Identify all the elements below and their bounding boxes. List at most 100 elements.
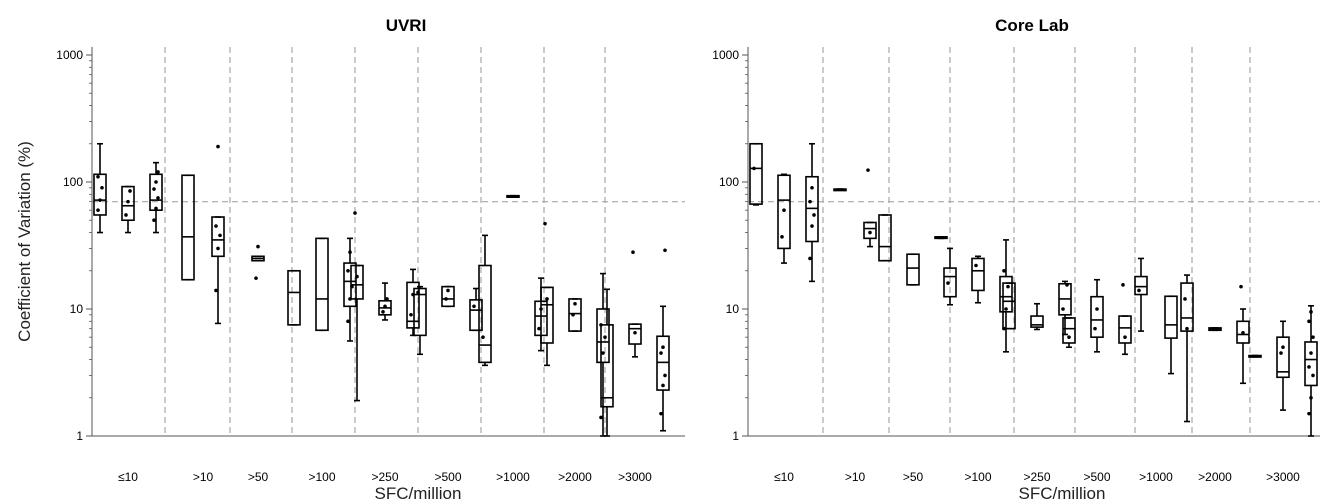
box-iqr [211, 216, 225, 258]
x-tick-label: >3000 [1266, 470, 1300, 484]
box [971, 255, 985, 304]
box-iqr [596, 308, 610, 364]
data-point [444, 297, 448, 301]
box [943, 247, 957, 306]
box-iqr [478, 264, 492, 364]
box-iqr [971, 257, 985, 292]
data-point [416, 290, 420, 295]
box [1304, 304, 1318, 437]
y-tick-label: 1000 [56, 48, 83, 62]
box-iqr [1030, 315, 1044, 328]
box-iqr [441, 285, 455, 308]
x-tick-label: ≤10 [118, 470, 138, 484]
data-point [810, 186, 814, 190]
box-iqr [149, 173, 163, 211]
data-point [1185, 326, 1189, 331]
box-iqr [1164, 295, 1178, 339]
data-point [214, 288, 218, 293]
box-iqr [350, 264, 364, 300]
y-tick-label: 1000 [712, 48, 739, 62]
box [441, 285, 455, 308]
x-tick-label: ≤10 [774, 470, 794, 484]
x-tick-label: >10 [193, 470, 214, 484]
box [1236, 284, 1250, 385]
box-iqr [121, 185, 135, 222]
box-iqr [906, 253, 920, 286]
data-point [545, 297, 549, 301]
x-axis-label: SFC/million [1019, 484, 1106, 503]
x-tick-label: >10 [845, 470, 866, 484]
box [600, 288, 614, 437]
box [934, 236, 948, 240]
data-point [218, 233, 222, 238]
data-point [1281, 345, 1285, 350]
box-iqr [749, 142, 763, 205]
data-point [1311, 373, 1315, 378]
data-point [472, 304, 476, 309]
data-point [128, 189, 132, 193]
box [1164, 295, 1178, 375]
y-tick-label: 10 [726, 302, 740, 316]
data-point [1311, 335, 1315, 339]
box-iqr [1276, 336, 1290, 379]
box [878, 214, 892, 262]
x-tick-label: >3000 [618, 470, 652, 484]
box [1030, 302, 1044, 331]
data-point [631, 250, 635, 255]
data-point [603, 335, 607, 339]
data-point [256, 244, 260, 249]
data-point [1123, 335, 1127, 339]
data-point [974, 263, 978, 268]
box [805, 142, 819, 283]
box [251, 244, 265, 280]
data-point [1121, 283, 1125, 287]
box-iqr [600, 324, 614, 408]
data-point [1137, 288, 1141, 293]
data-point [571, 313, 575, 317]
data-point [1061, 307, 1065, 311]
data-point [156, 196, 160, 200]
box [1276, 320, 1290, 411]
data-point [1241, 330, 1245, 335]
x-tick-label: >250 [1023, 470, 1050, 484]
data-point [1239, 284, 1243, 289]
box [568, 298, 582, 332]
data-point [98, 198, 102, 202]
chart-title: Core Lab [995, 16, 1069, 35]
data-point [808, 256, 812, 261]
box-iqr [1180, 282, 1194, 332]
data-point [599, 415, 603, 420]
y-tick-label: 1 [76, 429, 83, 443]
data-point [1065, 283, 1069, 287]
box-iqr [568, 298, 582, 332]
box-iqr [93, 173, 107, 216]
data-point [752, 166, 756, 171]
box [1248, 354, 1262, 358]
data-point [573, 301, 577, 306]
data-point [659, 351, 663, 355]
data-point [96, 174, 100, 179]
data-point [780, 235, 784, 239]
box [181, 174, 195, 281]
box [863, 168, 877, 248]
box [628, 250, 642, 358]
x-axis-label: SFC/million [375, 484, 462, 503]
data-point [1309, 395, 1313, 400]
data-point [659, 411, 663, 416]
data-point [214, 224, 218, 228]
box-iqr [469, 299, 483, 332]
data-point [124, 213, 128, 217]
box [1118, 283, 1132, 356]
box [478, 234, 492, 367]
data-point [868, 230, 872, 235]
data-point [812, 213, 816, 217]
box [93, 142, 107, 234]
data-point [537, 326, 541, 331]
x-tick-label: >2000 [1198, 470, 1232, 484]
box [1058, 280, 1072, 336]
box-iqr [181, 174, 195, 281]
data-point [154, 180, 158, 184]
box [469, 287, 483, 332]
box-iqr [1090, 295, 1104, 338]
